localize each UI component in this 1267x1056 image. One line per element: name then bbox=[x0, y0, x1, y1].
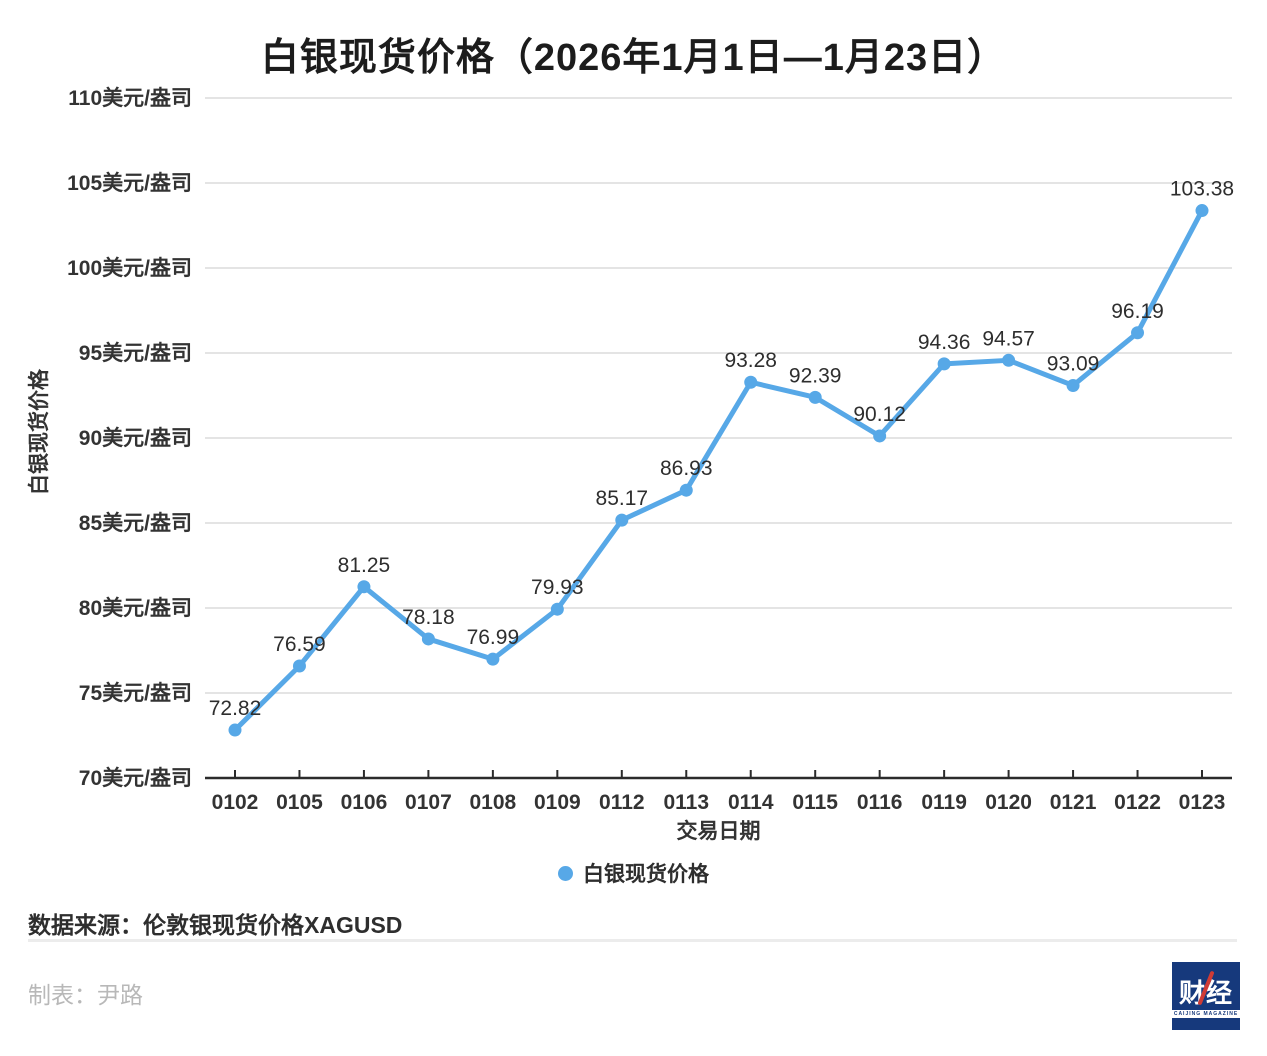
line-chart: 110美元/盎司 105美元/盎司 100美元/盎司 95美元/盎司 90美元/盎司 85… bbox=[27, 86, 1234, 843]
x-tick-label: 0108 bbox=[470, 791, 517, 814]
legend: 白银现货价格 bbox=[0, 858, 1267, 888]
x-tick-label: 0105 bbox=[276, 791, 323, 814]
x-tick-label: 0123 bbox=[1179, 791, 1226, 814]
y-tick-label: 85美元/盎司 bbox=[79, 511, 192, 535]
data-point bbox=[1131, 326, 1145, 340]
data-point bbox=[679, 483, 693, 497]
data-point bbox=[1066, 378, 1080, 392]
x-tick-label: 0116 bbox=[857, 791, 903, 814]
x-tick-label: 0121 bbox=[1050, 791, 1097, 814]
data-point bbox=[744, 375, 758, 389]
y-tick-label: 105美元/盎司 bbox=[67, 171, 192, 195]
x-tick-label: 0115 bbox=[792, 791, 838, 814]
x-tick-label: 0102 bbox=[212, 791, 259, 814]
y-tick-label: 95美元/盎司 bbox=[79, 341, 192, 365]
data-point-label: 76.59 bbox=[273, 633, 326, 656]
logo-caption: CAIJING MAGAZINE bbox=[1172, 1010, 1240, 1018]
data-point bbox=[937, 357, 951, 371]
data-point bbox=[228, 723, 242, 737]
data-point bbox=[550, 602, 564, 616]
data-point-label: 79.93 bbox=[531, 576, 584, 599]
y-tick-label: 90美元/盎司 bbox=[79, 426, 192, 450]
caijing-logo: 财经 CAIJING MAGAZINE bbox=[1172, 962, 1240, 1030]
data-point-label: 103.38 bbox=[1170, 178, 1234, 201]
x-tick-label: 0122 bbox=[1114, 791, 1161, 814]
x-tick-label: 0109 bbox=[534, 791, 581, 814]
series-line bbox=[232, 208, 1205, 733]
data-point bbox=[357, 580, 371, 594]
y-tick-label: 75美元/盎司 bbox=[79, 681, 192, 705]
x-tick-label: 0114 bbox=[728, 791, 774, 814]
y-tick-label: 70美元/盎司 bbox=[79, 766, 192, 790]
chart-title: 白银现货价格（2026年1月1日—1月23日） bbox=[260, 37, 1007, 79]
legend-label: 白银现货价格 bbox=[583, 863, 709, 886]
x-tick-label: 0113 bbox=[663, 791, 709, 814]
x-axis-title: 交易日期 bbox=[677, 819, 761, 843]
y-axis-title: 白银现货价格 bbox=[27, 368, 51, 495]
data-point-label: 92.39 bbox=[789, 364, 842, 387]
data-point bbox=[1195, 204, 1209, 218]
data-point-label: 76.99 bbox=[467, 626, 520, 649]
data-point-label: 78.18 bbox=[402, 606, 455, 629]
legend-marker-icon bbox=[558, 865, 573, 881]
data-point bbox=[873, 429, 887, 443]
x-tick-label: 0120 bbox=[985, 791, 1032, 814]
data-point-label: 96.19 bbox=[1111, 300, 1164, 323]
y-tick-label: 110美元/盎司 bbox=[68, 86, 192, 110]
x-tick-label: 0107 bbox=[405, 791, 452, 814]
data-point-label: 81.25 bbox=[338, 554, 391, 577]
y-tick-label: 100美元/盎司 bbox=[67, 256, 192, 280]
data-point-label: 94.36 bbox=[918, 331, 971, 354]
data-point bbox=[1002, 353, 1016, 367]
data-point-label: 94.57 bbox=[982, 327, 1035, 350]
data-point bbox=[292, 659, 306, 673]
data-point-label: 93.09 bbox=[1047, 352, 1100, 375]
x-tick-label: 0119 bbox=[921, 791, 967, 814]
data-point bbox=[486, 652, 500, 666]
data-point-label: 85.17 bbox=[596, 487, 649, 510]
data-point bbox=[808, 390, 822, 404]
data-point-label: 93.28 bbox=[724, 349, 777, 372]
y-tick-label: 80美元/盎司 bbox=[79, 596, 192, 620]
data-point-label: 72.82 bbox=[209, 697, 262, 720]
data-source-text: 数据来源：伦敦银现货价格XAGUSD bbox=[28, 912, 403, 938]
data-point bbox=[421, 632, 435, 646]
data-point-label: 86.93 bbox=[660, 457, 713, 480]
footer-divider bbox=[28, 939, 1237, 942]
data-point-label: 90.12 bbox=[853, 403, 906, 426]
x-tick-label: 0106 bbox=[341, 791, 388, 814]
x-tick-label: 0112 bbox=[599, 791, 645, 814]
data-point bbox=[615, 513, 629, 527]
credit-text: 制表：尹路 bbox=[28, 982, 143, 1008]
